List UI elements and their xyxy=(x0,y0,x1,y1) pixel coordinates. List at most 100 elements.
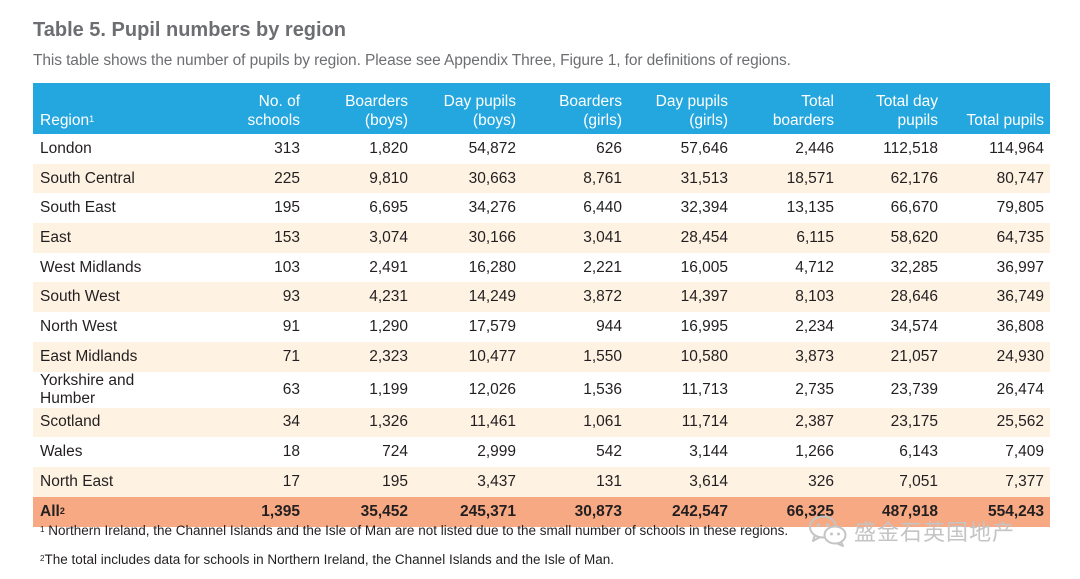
cell-boarders-girls: 8,761 xyxy=(522,163,628,194)
cell-day-boys: 30,663 xyxy=(414,163,522,194)
table-row: East Midlands 71 2,323 10,477 1,550 10,5… xyxy=(33,341,1050,372)
cell-region-total: All2 xyxy=(33,496,198,527)
cell-total-boarders: 2,234 xyxy=(734,312,840,342)
cell-total-pupils: 36,808 xyxy=(944,312,1050,342)
cell-boarders-girls: 626 xyxy=(522,134,628,164)
cell-day-boys: 3,437 xyxy=(414,466,522,497)
cell-day-girls: 14,397 xyxy=(628,282,734,313)
cell-total-day: 62,176 xyxy=(840,163,944,194)
cell-total-day: 58,620 xyxy=(840,223,944,253)
cell-boarders-girls: 1,536 xyxy=(522,371,628,408)
cell-schools: 195 xyxy=(198,193,306,224)
table-row: North East 17 195 3,437 131 3,614 326 7,… xyxy=(33,466,1050,497)
cell-total-boarders: 2,735 xyxy=(734,371,840,408)
cell-total-pupils: 64,735 xyxy=(944,223,1050,253)
cell-region: North West xyxy=(33,312,198,342)
cell-schools: 153 xyxy=(198,223,306,253)
cell-boarders-girls-total: 30,873 xyxy=(522,496,628,527)
cell-total-day: 23,175 xyxy=(840,407,944,438)
cell-region: Scotland xyxy=(33,407,198,438)
cell-total-boarders-total: 66,325 xyxy=(734,496,840,527)
header-day-girls: Day pupils (girls) xyxy=(628,83,734,134)
cell-boarders-boys-total: 35,452 xyxy=(306,496,414,527)
table-header: Region1 No. of schools Boarders (boys) Day… xyxy=(33,83,1050,134)
cell-total-boarders: 6,115 xyxy=(734,223,840,253)
header-total-boarders: Total boarders xyxy=(734,83,840,134)
cell-schools-total: 1,395 xyxy=(198,496,306,527)
cell-boarders-girls: 131 xyxy=(522,466,628,497)
table-title: Table 5. Pupil numbers by region xyxy=(33,19,347,41)
cell-boarders-boys: 2,491 xyxy=(306,252,414,283)
cell-schools: 225 xyxy=(198,163,306,194)
total-row: All2 1,395 35,452 245,371 30,873 242,547… xyxy=(33,496,1050,527)
cell-schools: 91 xyxy=(198,312,306,342)
cell-day-boys: 30,166 xyxy=(414,223,522,253)
cell-total-day: 66,670 xyxy=(840,193,944,224)
table-row: South East 195 6,695 34,276 6,440 32,394… xyxy=(33,193,1050,224)
cell-total-day: 32,285 xyxy=(840,252,944,283)
table-row: London 313 1,820 54,872 626 57,646 2,446… xyxy=(33,134,1050,164)
cell-day-boys: 2,999 xyxy=(414,437,522,467)
cell-day-boys: 34,276 xyxy=(414,193,522,224)
cell-schools: 71 xyxy=(198,341,306,372)
table-row: South West 93 4,231 14,249 3,872 14,397 … xyxy=(33,282,1050,313)
cell-day-girls: 11,713 xyxy=(628,371,734,408)
cell-total-day: 34,574 xyxy=(840,312,944,342)
cell-total-boarders: 2,387 xyxy=(734,407,840,438)
cell-total-boarders: 2,446 xyxy=(734,134,840,164)
cell-total-day-total: 487,918 xyxy=(840,496,944,527)
cell-total-pupils: 26,474 xyxy=(944,371,1050,408)
cell-region: London xyxy=(33,134,198,164)
cell-total-boarders: 18,571 xyxy=(734,163,840,194)
cell-total-pupils: 25,562 xyxy=(944,407,1050,438)
cell-day-girls: 11,714 xyxy=(628,407,734,438)
cell-boarders-boys: 6,695 xyxy=(306,193,414,224)
cell-day-boys-total: 245,371 xyxy=(414,496,522,527)
cell-day-girls: 16,995 xyxy=(628,312,734,342)
footnote-mark: 1 xyxy=(89,114,95,124)
header-region: Region1 xyxy=(33,83,198,134)
cell-total-boarders: 326 xyxy=(734,466,840,497)
cell-region: South East xyxy=(33,193,198,224)
cell-boarders-boys: 1,326 xyxy=(306,407,414,438)
cell-day-girls: 3,614 xyxy=(628,466,734,497)
cell-total-boarders: 3,873 xyxy=(734,341,840,372)
cell-boarders-girls: 3,041 xyxy=(522,223,628,253)
cell-boarders-boys: 2,323 xyxy=(306,341,414,372)
cell-total-day: 6,143 xyxy=(840,437,944,467)
wechat-icon xyxy=(808,514,848,548)
cell-schools: 313 xyxy=(198,134,306,164)
table-row: East 153 3,074 30,166 3,041 28,454 6,115… xyxy=(33,223,1050,253)
cell-day-girls-total: 242,547 xyxy=(628,496,734,527)
watermark: 盛金石英国地产 xyxy=(808,514,1015,548)
pupil-numbers-table: Region1 No. of schools Boarders (boys) Day… xyxy=(33,83,1050,527)
cell-schools: 17 xyxy=(198,466,306,497)
cell-total-day: 21,057 xyxy=(840,341,944,372)
cell-region: Wales xyxy=(33,437,198,467)
cell-schools: 63 xyxy=(198,371,306,408)
cell-total-pupils: 114,964 xyxy=(944,134,1050,164)
cell-total-pupils: 80,747 xyxy=(944,163,1050,194)
header-boarders-boys: Boarders (boys) xyxy=(306,83,414,134)
cell-region: North East xyxy=(33,466,198,497)
cell-day-boys: 11,461 xyxy=(414,407,522,438)
table-row: Wales 18 724 2,999 542 3,144 1,266 6,143… xyxy=(33,437,1050,467)
cell-region: West Midlands xyxy=(33,252,198,283)
cell-schools: 18 xyxy=(198,437,306,467)
header-boarders-girls: Boarders (girls) xyxy=(522,83,628,134)
cell-boarders-girls: 944 xyxy=(522,312,628,342)
header-total-day: Total day pupils xyxy=(840,83,944,134)
cell-schools: 93 xyxy=(198,282,306,313)
cell-day-boys: 14,249 xyxy=(414,282,522,313)
cell-total-day: 23,739 xyxy=(840,371,944,408)
cell-day-girls: 16,005 xyxy=(628,252,734,283)
cell-day-girls: 32,394 xyxy=(628,193,734,224)
footnote-mark: 1 xyxy=(40,525,45,534)
footnote-mark: 2 xyxy=(59,505,65,516)
cell-total-day: 28,646 xyxy=(840,282,944,313)
table-subtitle: This table shows the number of pupils by… xyxy=(33,52,791,69)
cell-total-pupils: 79,805 xyxy=(944,193,1050,224)
cell-boarders-girls: 1,550 xyxy=(522,341,628,372)
table-row: South Central 225 9,810 30,663 8,761 31,… xyxy=(33,163,1050,194)
cell-total-pupils: 24,930 xyxy=(944,341,1050,372)
